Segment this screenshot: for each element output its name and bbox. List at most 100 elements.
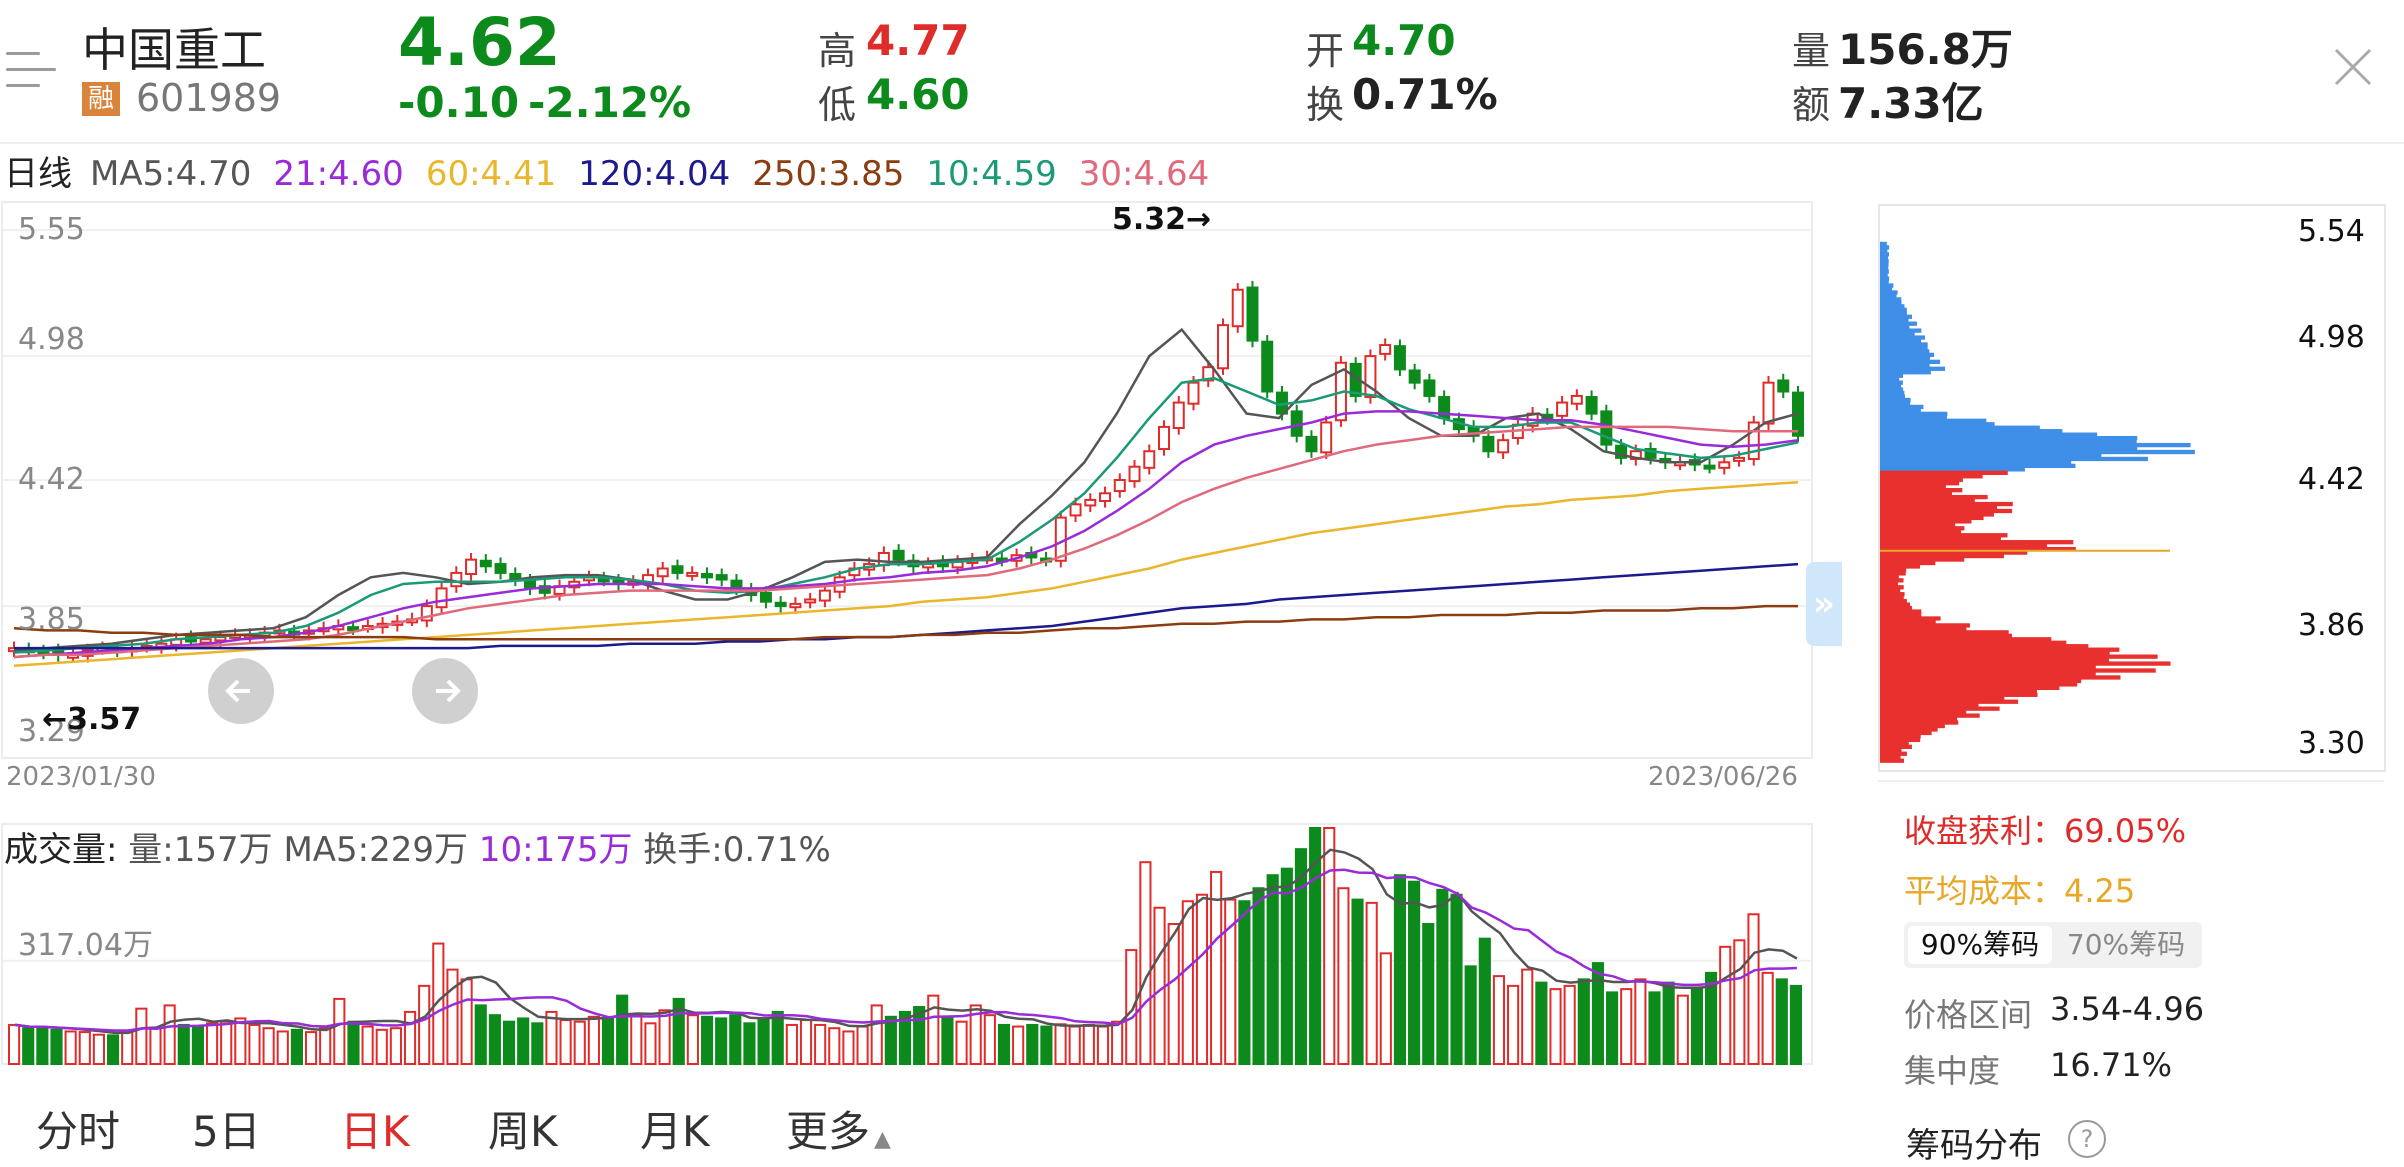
volume-bar bbox=[1761, 971, 1774, 1066]
volume-bar bbox=[616, 994, 629, 1065]
chip-bar bbox=[1880, 640, 2067, 645]
expand-panel-button[interactable]: » bbox=[1806, 562, 1842, 646]
volume-bar bbox=[757, 1017, 770, 1065]
volume-bar bbox=[135, 1007, 148, 1065]
chip-bar bbox=[1880, 290, 1898, 295]
volume-bar bbox=[884, 1015, 897, 1066]
scroll-right-button[interactable] bbox=[410, 656, 480, 726]
chip-bar bbox=[1880, 623, 1970, 628]
tab-5day[interactable]: 5日 bbox=[192, 1107, 261, 1156]
chip-bar bbox=[1880, 692, 2038, 697]
tab-weekly-k[interactable]: 周K bbox=[488, 1107, 558, 1156]
volume-bar bbox=[1577, 978, 1590, 1066]
candle-body bbox=[1482, 435, 1495, 453]
volume-bar bbox=[276, 1030, 289, 1065]
chip-bar bbox=[1880, 675, 2121, 680]
candle-body bbox=[804, 598, 817, 604]
chip-bar bbox=[1880, 560, 1936, 566]
chip-bar bbox=[1880, 540, 2074, 545]
close-icon[interactable] bbox=[2328, 42, 2378, 92]
low-value: 4.60 bbox=[866, 70, 970, 119]
chip-bar bbox=[1880, 435, 2138, 441]
volume-bar bbox=[1337, 887, 1350, 1065]
tab-daily-k[interactable]: 日K bbox=[340, 1107, 410, 1156]
candle-body bbox=[1644, 448, 1657, 459]
volume-bar bbox=[1620, 988, 1633, 1065]
volume-bar bbox=[1252, 887, 1265, 1065]
chip-bar bbox=[1880, 508, 2013, 514]
chip-bar bbox=[1880, 422, 1995, 427]
chip-bar bbox=[1880, 293, 1897, 299]
volume-bar bbox=[1789, 984, 1803, 1065]
volume-y-tick: 317.04万 bbox=[18, 928, 153, 963]
amount-value: 7.33亿 bbox=[1838, 79, 1984, 128]
chip-bar bbox=[1880, 585, 1904, 590]
scroll-left-button[interactable] bbox=[206, 656, 276, 726]
chip-bar bbox=[1880, 311, 1907, 316]
chip-bar bbox=[1880, 359, 1940, 365]
volume-bar bbox=[1323, 827, 1336, 1065]
volume-bar bbox=[870, 1004, 883, 1065]
arrow-right-icon bbox=[436, 679, 461, 703]
chip-bar bbox=[1880, 252, 1890, 257]
volume-bar bbox=[1294, 848, 1308, 1066]
volume-bar bbox=[262, 1027, 275, 1065]
candle-body bbox=[715, 574, 728, 581]
chip-y-tick-1: 5.54 bbox=[2298, 214, 2365, 249]
candle-body bbox=[1216, 324, 1229, 370]
candle-body bbox=[479, 559, 492, 568]
tab-chip-90[interactable]: 90%筹码 bbox=[1908, 926, 2052, 964]
volume-bar bbox=[333, 997, 346, 1065]
chip-bar bbox=[1880, 519, 1972, 524]
kline-chart[interactable] bbox=[0, 200, 1820, 800]
chip-bar bbox=[1880, 377, 1900, 382]
chip-bar bbox=[1880, 352, 1935, 358]
help-icon[interactable]: ? bbox=[2068, 1120, 2106, 1158]
volume-bar bbox=[1719, 945, 1732, 1065]
volume-bar bbox=[8, 1023, 21, 1065]
volume-bar bbox=[1125, 949, 1138, 1066]
chip-bar bbox=[1880, 498, 1975, 503]
chip-bar bbox=[1880, 626, 1967, 632]
volume-bar bbox=[587, 1015, 600, 1066]
candle-body bbox=[1187, 381, 1200, 405]
tab-more[interactable]: 更多 ▲ bbox=[786, 1098, 891, 1159]
volume-bar bbox=[1733, 939, 1746, 1065]
date-end: 2023/06/26 bbox=[1648, 762, 1798, 792]
chip-bar bbox=[1880, 408, 1921, 413]
volume-bar bbox=[1181, 900, 1194, 1065]
volume-bar bbox=[1521, 968, 1534, 1066]
chip-bar bbox=[1880, 484, 1946, 489]
candle-body bbox=[1158, 425, 1171, 451]
tab-more-label: 更多 bbox=[786, 1107, 871, 1156]
chip-bar bbox=[1880, 668, 2156, 673]
volume-bar bbox=[1365, 901, 1378, 1065]
chip-bar bbox=[1880, 533, 2008, 538]
chip-bar bbox=[1880, 404, 1924, 410]
candle-body bbox=[1261, 340, 1274, 393]
volume-bar bbox=[686, 1014, 699, 1065]
volume-bar bbox=[927, 994, 940, 1065]
volume-bar bbox=[644, 1022, 657, 1066]
volume-bar bbox=[1507, 984, 1520, 1065]
chip-divider bbox=[1878, 780, 2384, 782]
tab-timeshare[interactable]: 分时 bbox=[36, 1107, 121, 1156]
volume-chart[interactable] bbox=[0, 822, 1820, 1068]
candle-body bbox=[1113, 479, 1126, 493]
volume-bar bbox=[1549, 988, 1562, 1065]
chip-bar bbox=[1880, 619, 1936, 625]
chip-bar bbox=[1880, 429, 2063, 434]
volume-bar bbox=[64, 1030, 77, 1065]
tab-monthly-k[interactable]: 月K bbox=[640, 1107, 710, 1156]
chip-bar bbox=[1880, 592, 1905, 597]
volume-bar bbox=[1436, 888, 1449, 1065]
volume-bar bbox=[488, 1014, 501, 1065]
menu-icon[interactable] bbox=[6, 50, 56, 94]
concentration-label: 集中度 bbox=[1904, 1052, 2001, 1090]
candle-body bbox=[538, 585, 551, 594]
chip-bar bbox=[1880, 744, 1912, 749]
candle-body bbox=[1379, 344, 1392, 355]
tab-chip-70[interactable]: 70%筹码 bbox=[2066, 928, 2186, 961]
chip-panel-frame bbox=[1878, 204, 2386, 772]
volume-bar bbox=[672, 997, 685, 1065]
